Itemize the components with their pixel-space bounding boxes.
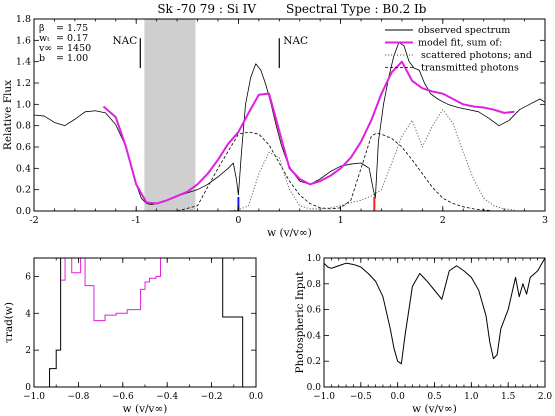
y-tick-label: 0.4	[16, 163, 31, 174]
nac-label: NAC	[283, 35, 308, 47]
y-tick-label: 2	[25, 346, 31, 356]
observed-spectrum-line	[34, 42, 545, 206]
y-tick-label: 1.4	[16, 57, 31, 68]
x-tick-label: −0.5	[350, 392, 372, 402]
photospheric-input-chart: −1.0 −0.5 0.0 0.5 1.0 1.5 2.0 0.0 0.2 0.4 0.6 0.8 1.…	[294, 254, 552, 415]
x-axis-label: w (v/v∞)	[412, 403, 457, 415]
title-left: Sk -70 79 : Si IV	[157, 2, 256, 16]
y-tick-label: 0.2	[16, 185, 31, 196]
param-value: = 1.00	[56, 53, 88, 64]
param-symbol: v∞	[38, 43, 52, 54]
y-tick-label: 6	[25, 272, 31, 282]
plot-frame	[33, 18, 546, 212]
param-value: = 0.17	[56, 33, 88, 44]
scattered-photons-line	[228, 109, 515, 211]
y-tick-label: 1.8	[16, 14, 31, 25]
tau-rad-chart: −1.0 −0.8 −0.6 −0.4 −0.2 0.0 0 2 4 6 w (v/v∞) τrad(…	[3, 257, 264, 415]
legend-label: scattered photons; and	[421, 50, 532, 61]
x-tick-label: 0.5	[427, 392, 442, 402]
x-tick-label: -1	[132, 215, 141, 226]
tau-black-step-right	[222, 258, 244, 387]
y-tick-label: 0	[25, 383, 31, 393]
param-symbol: b	[39, 53, 45, 64]
y-tick-label: 1.6	[16, 35, 31, 46]
legend-label: transmitted photons	[421, 63, 519, 74]
y-tick-label: 0.0	[16, 206, 31, 217]
y-tick-label: 0.0	[307, 383, 322, 393]
tau-black-step-left	[49, 258, 62, 387]
nac-label: NAC	[112, 35, 137, 47]
x-axis-label: w (v/v∞)	[123, 403, 168, 415]
x-axis-label: w (v/v∞)	[267, 227, 312, 239]
y-tick-label: 0.8	[16, 121, 31, 132]
x-tick-label: 1.5	[501, 392, 516, 402]
title-right: Spectral Type : B0.2 Ib	[286, 2, 427, 16]
tau-magenta-step	[60, 258, 162, 322]
legend-label: observed spectrum	[418, 25, 510, 36]
param-value: = 1.75	[56, 23, 88, 34]
x-tick-label: 0	[235, 215, 241, 226]
model-fit-line	[102, 60, 515, 205]
x-tick-label: 0.0	[249, 392, 264, 402]
legend-label: model fit, sum of:	[418, 38, 502, 49]
x-tick-label: 2.0	[538, 392, 553, 402]
y-tick-label: 1.0	[307, 254, 322, 264]
main-spectrum-chart: NAC NAC β = 1.75 wₜ = 0.17 v∞ = 1450 b = 1.00 obse…	[2, 14, 548, 239]
y-tick-label: 0.6	[16, 142, 31, 153]
x-tick-label: −0.8	[67, 392, 89, 402]
x-tick-label: 2	[440, 215, 446, 226]
x-tick-label: -2	[29, 215, 38, 226]
x-tick-label: 3	[542, 215, 548, 226]
photospheric-input-line	[324, 258, 545, 365]
param-symbol: wₜ	[39, 33, 50, 44]
x-tick-label: −0.2	[201, 392, 223, 402]
plot-frame	[323, 257, 546, 388]
x-tick-label: −1.0	[313, 392, 335, 402]
shaded-region	[144, 19, 196, 211]
x-tick-label: 0.0	[391, 392, 406, 402]
y-tick-label: 0.2	[307, 357, 321, 367]
y-tick-label: 0.4	[307, 331, 322, 341]
y-axis-label: τrad(w)	[3, 302, 15, 343]
y-axis-label: Photospheric Input	[294, 271, 306, 374]
transmitted-photons-line	[176, 131, 494, 211]
y-tick-label: 4	[25, 309, 31, 319]
x-tick-label: −1.0	[23, 392, 45, 402]
y-tick-label: 0.8	[307, 280, 322, 290]
param-value: = 1450	[56, 43, 91, 54]
x-tick-label: 1.0	[464, 392, 479, 402]
x-tick-label: −0.4	[156, 392, 178, 402]
y-tick-label: 1.2	[16, 78, 31, 89]
y-axis-label: Relative Flux	[2, 80, 14, 150]
x-tick-label: −0.6	[112, 392, 134, 402]
x-tick-label: 1	[338, 215, 344, 226]
y-tick-label: 1.0	[16, 99, 31, 110]
y-tick-label: 0.6	[307, 306, 322, 316]
param-symbol: β	[39, 23, 45, 34]
